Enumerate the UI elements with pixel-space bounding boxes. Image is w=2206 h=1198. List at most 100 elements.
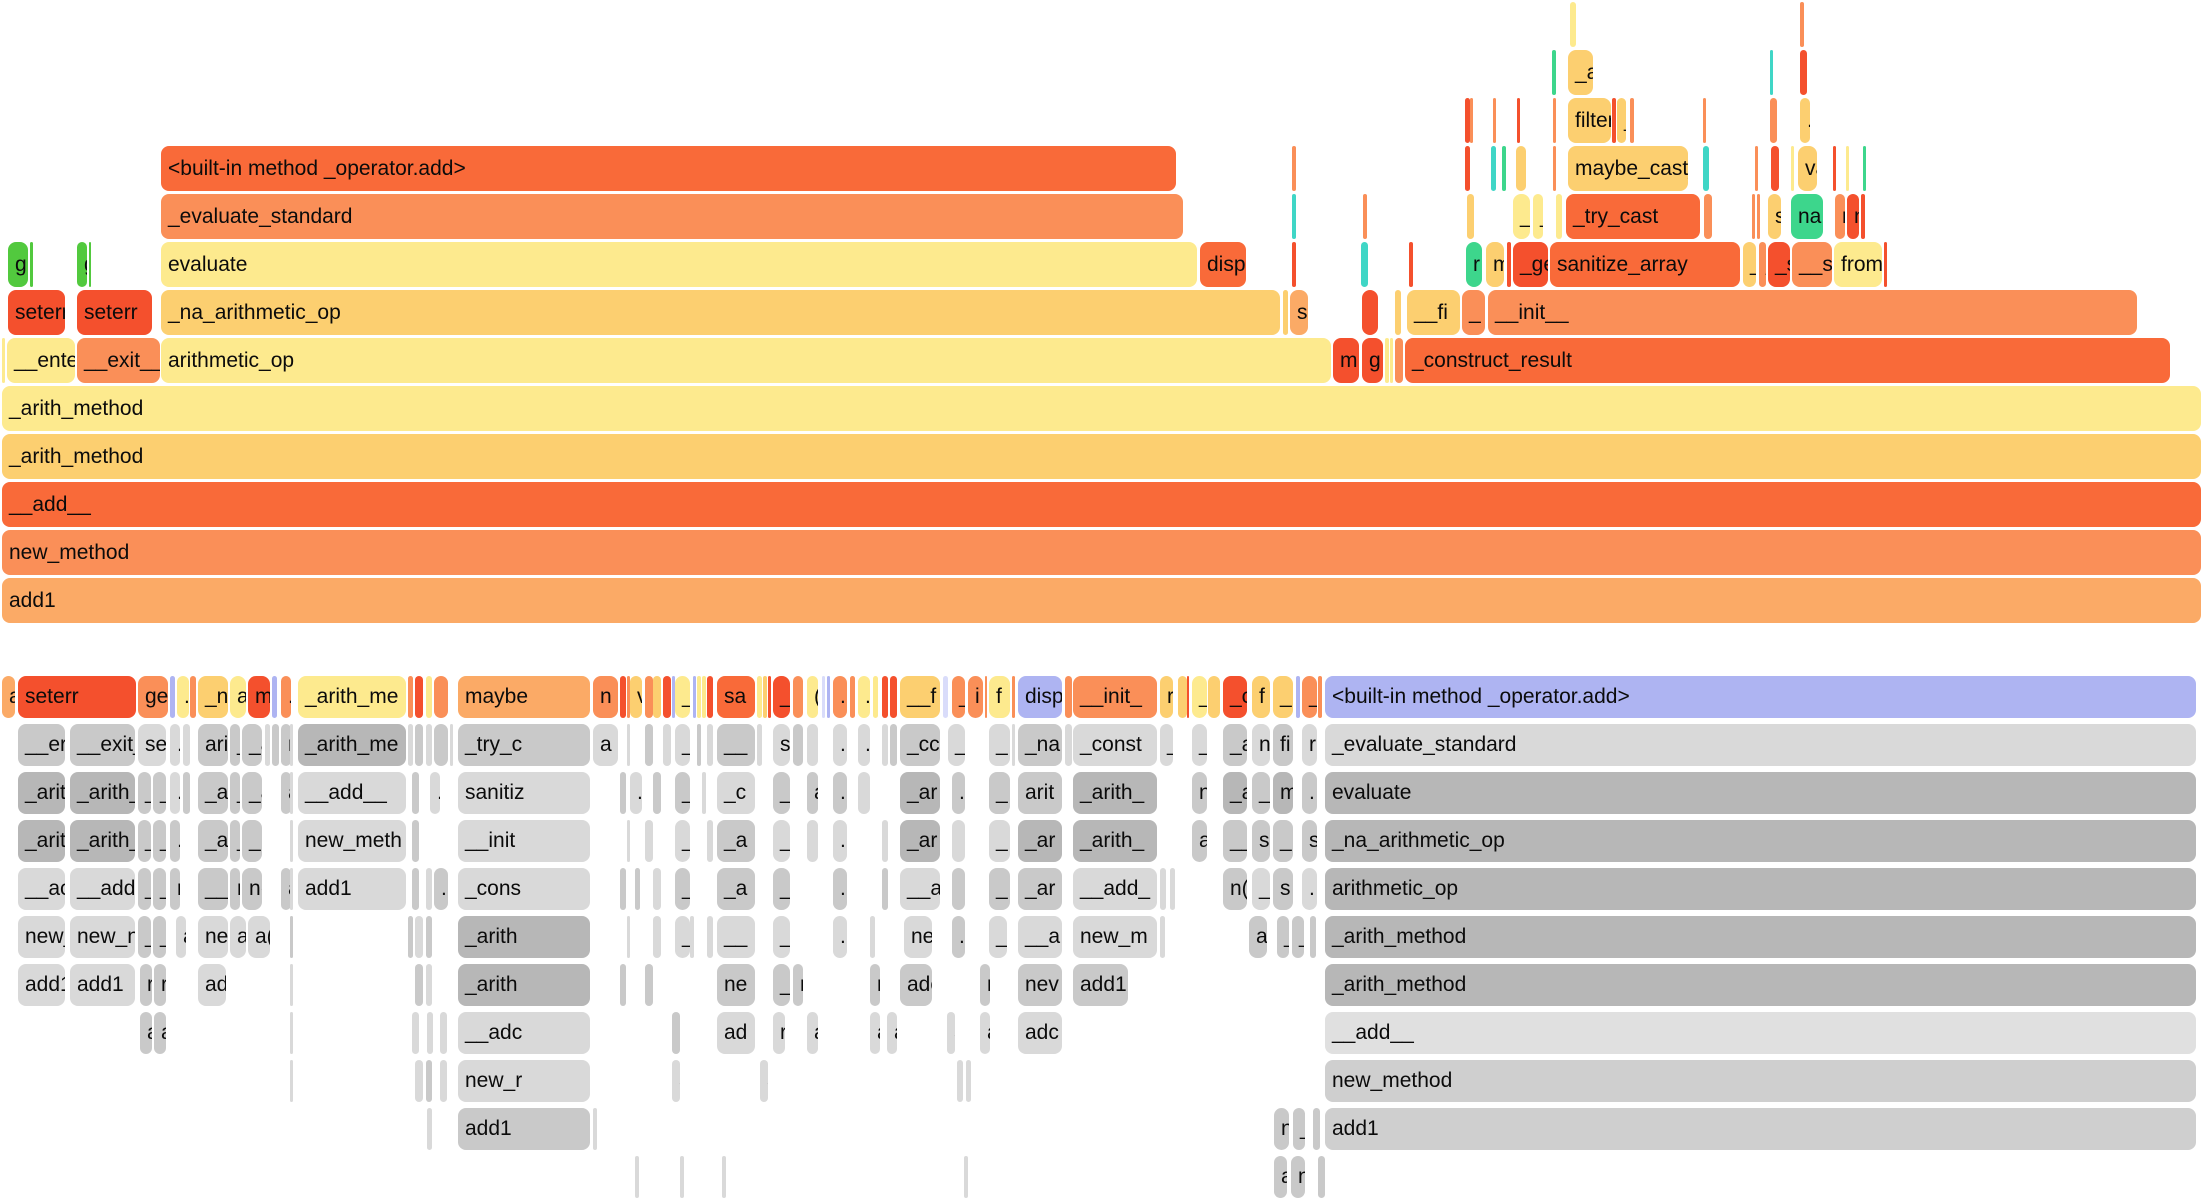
frame-block[interactable] [183,772,190,814]
frame-block[interactable] [882,868,888,910]
frame-block[interactable]: f [1252,676,1270,718]
frame-block[interactable]: _arith_ [70,820,135,862]
frame-block[interactable] [850,676,855,718]
frame-block[interactable]: _ [153,820,166,862]
frame-block[interactable] [1178,676,1187,718]
frame-block[interactable]: __er [18,724,65,766]
frame-block[interactable]: f [989,676,1010,718]
frame-block[interactable]: from_ [1834,242,1882,287]
frame-block[interactable]: . [430,772,440,814]
frame-block[interactable]: _ [230,772,240,814]
frame-block[interactable]: sanitiz [458,772,590,814]
frame-block[interactable]: a [947,1012,955,1054]
frame-block[interactable]: __enter_ [7,338,75,383]
frame-block[interactable]: _evaluate_standard [1325,724,2196,766]
frame-block[interactable] [943,676,948,718]
frame-block[interactable] [1390,338,1393,383]
frame-block[interactable] [415,676,423,718]
frame-block[interactable] [1296,676,1300,718]
frame-block[interactable]: add1 [70,964,135,1006]
frame-block[interactable] [1552,50,1556,95]
frame-block[interactable]: . [645,820,653,862]
frame-block[interactable] [265,724,270,766]
frame-block[interactable]: . [170,772,180,814]
frame-block[interactable] [620,772,626,814]
frame-block[interactable]: _a [198,772,228,814]
frame-block[interactable]: _ [675,676,690,718]
frame-block[interactable]: r [170,868,180,910]
frame-block[interactable]: _ [1533,194,1543,239]
frame-block[interactable]: __add [70,868,135,910]
frame-block[interactable]: r [440,1012,447,1054]
frame-block[interactable]: _ [1743,242,1756,287]
frame-block[interactable]: filter [1568,98,1611,143]
frame-block[interactable]: _ar [1018,868,1062,910]
frame-block[interactable]: seterr [8,290,65,335]
frame-block[interactable]: __ [717,724,755,766]
frame-block[interactable]: i [968,676,983,718]
frame-block[interactable] [1187,676,1189,718]
frame-block[interactable] [707,916,713,958]
frame-block[interactable]: _a [242,772,262,814]
frame-block[interactable] [408,724,413,766]
frame-block[interactable] [1770,98,1777,143]
frame-block[interactable]: ( [807,676,818,718]
frame-block[interactable]: s [1290,290,1308,335]
frame-block[interactable] [1502,146,1506,191]
frame-block[interactable] [1361,242,1368,287]
frame-block[interactable]: _cc [900,724,940,766]
frame-block[interactable]: _ [989,772,1010,814]
frame-block[interactable] [1292,146,1296,191]
frame-block[interactable]: _ [138,868,151,910]
frame-block[interactable]: n [593,676,618,718]
frame-block[interactable]: r [1466,242,1482,287]
frame-block[interactable]: _ [952,676,965,718]
frame-block[interactable]: __init_ [1073,676,1157,718]
frame-block[interactable]: maybe [458,676,590,718]
frame-block[interactable] [827,676,830,718]
frame-block[interactable]: r [1313,1108,1320,1150]
frame-block[interactable] [693,676,696,718]
frame-block[interactable]: a [807,772,818,814]
frame-block[interactable] [1012,724,1015,766]
frame-block[interactable] [290,868,293,910]
frame-block[interactable]: _ar [900,772,940,814]
frame-block[interactable] [426,676,432,718]
frame-block[interactable] [1612,98,1616,143]
frame-block[interactable]: _a [1223,772,1247,814]
frame-block[interactable] [408,676,413,718]
frame-block[interactable]: _ [773,676,790,718]
frame-block[interactable] [1861,194,1865,239]
frame-block[interactable] [1283,290,1288,335]
frame-block[interactable]: ne [717,964,755,1006]
frame-block[interactable]: _a [717,868,755,910]
frame-block[interactable] [272,676,277,718]
frame-block[interactable]: evaluate [161,242,1197,287]
frame-block[interactable] [890,724,897,766]
frame-block[interactable] [620,964,626,1006]
frame-block[interactable]: disp [1018,676,1062,718]
frame-block[interactable]: _ [1759,242,1766,287]
frame-block[interactable] [170,676,175,718]
frame-block[interactable] [1292,194,1296,239]
frame-block[interactable]: _ [230,724,240,766]
frame-block[interactable] [415,964,423,1006]
frame-block[interactable]: . [952,772,965,814]
frame-block[interactable]: . [1302,772,1317,814]
frame-block[interactable] [663,676,671,718]
frame-block[interactable] [593,1108,597,1150]
frame-block[interactable]: sanitize_array [1550,242,1740,287]
frame-block[interactable]: a [870,1012,880,1054]
frame-block[interactable]: _ [1192,676,1207,718]
frame-block[interactable] [415,916,423,958]
frame-block[interactable] [757,676,762,718]
frame-block[interactable] [1703,98,1706,143]
frame-block[interactable]: _a [198,820,228,862]
frame-block[interactable]: _ [1462,290,1485,335]
frame-block[interactable]: _arith_method [1325,916,2196,958]
frame-block[interactable]: _ [1302,676,1317,718]
frame-block[interactable]: a [440,1060,447,1102]
frame-block[interactable]: _try_cast [1566,194,1700,239]
frame-block[interactable]: _ [773,868,790,910]
frame-block[interactable]: m [1486,242,1504,287]
